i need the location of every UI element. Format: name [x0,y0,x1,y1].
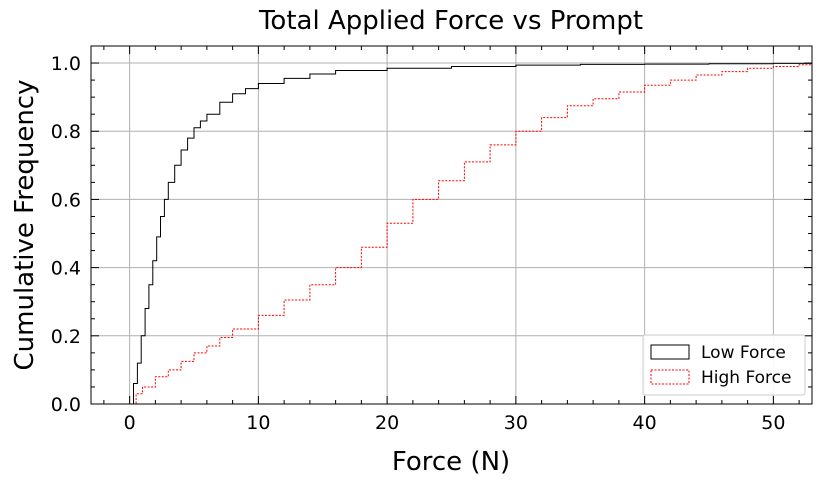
series-line-low-force [129,62,813,405]
x-tick-label: 50 [761,412,785,434]
legend-box [642,334,806,396]
y-tick-label: 1.0 [51,53,81,75]
x-tick-label: 40 [633,412,657,434]
y-tick-label: 0.4 [51,258,81,280]
y-tick-label: 0.0 [51,394,81,416]
y-tick-label: 0.6 [51,189,81,211]
series-line-high-force [129,63,813,405]
legend-swatch [650,344,690,360]
legend-label: Low Force [701,343,786,363]
axis-ticks: 0 10 20 30 40 50 0.0 0.2 0.4 0.6 0.8 1.0 [51,46,812,434]
x-axis-label: Force (N) [392,447,510,477]
chart-title: Total Applied Force vs Prompt [258,6,643,36]
series-layer [129,62,813,405]
legend-swatch [650,369,690,385]
x-tick-label: 0 [124,412,136,434]
x-tick-label: 20 [375,412,399,434]
plot-frame [90,45,813,405]
x-tick-label: 10 [246,412,270,434]
grid-lines [91,46,812,404]
legend: Low Force High Force [642,334,806,396]
x-tick-label: 30 [504,412,528,434]
y-axis-label: Cumulative Frequency [10,80,40,371]
legend-label: High Force [701,368,791,388]
y-tick-label: 0.2 [51,326,81,348]
y-tick-label: 0.8 [51,121,81,143]
